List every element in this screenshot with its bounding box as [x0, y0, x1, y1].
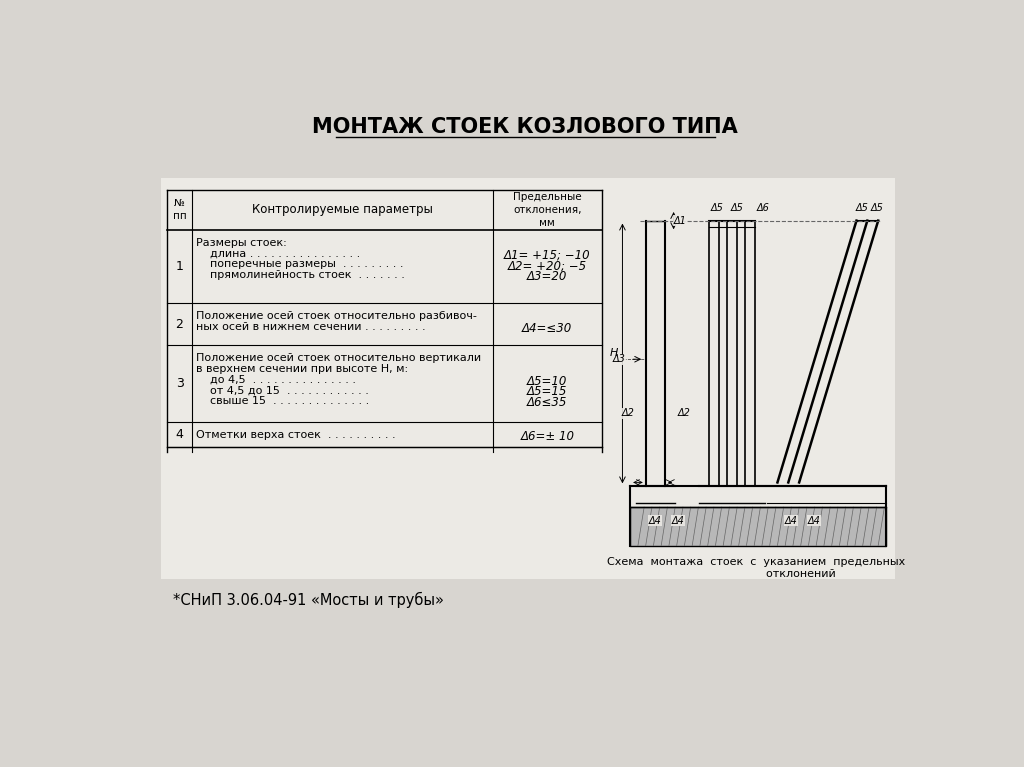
Text: Положение осей стоек относительно вертикали: Положение осей стоек относительно вертик… [197, 353, 481, 363]
Text: Δ4=≤30: Δ4=≤30 [522, 321, 572, 334]
Text: Δ6≤35: Δ6≤35 [527, 397, 567, 409]
Text: длина . . . . . . . . . . . . . . . .: длина . . . . . . . . . . . . . . . . [197, 249, 360, 258]
Text: Δ4: Δ4 [784, 516, 797, 526]
Text: Δ3: Δ3 [613, 354, 626, 364]
Text: Δ5: Δ5 [871, 202, 884, 212]
Text: Δ2: Δ2 [678, 408, 691, 418]
Text: Контролируемые параметры: Контролируемые параметры [252, 203, 433, 216]
Text: Δ6=± 10: Δ6=± 10 [520, 430, 574, 443]
Text: Δ4: Δ4 [672, 516, 685, 526]
Text: Δ5=15: Δ5=15 [527, 385, 567, 398]
Text: поперечные размеры  . . . . . . . . .: поперечные размеры . . . . . . . . . [197, 259, 403, 269]
Text: 4: 4 [175, 428, 183, 441]
Text: Размеры стоек:: Размеры стоек: [197, 238, 287, 248]
Text: Δ2= +20; −5: Δ2= +20; −5 [508, 259, 587, 272]
Text: Δ1: Δ1 [674, 216, 686, 225]
Text: до 4,5  . . . . . . . . . . . . . . .: до 4,5 . . . . . . . . . . . . . . . [197, 374, 356, 384]
Text: Схема  монтажа  стоек  с  указанием  предельных
                          отклон: Схема монтажа стоек с указанием предельн… [606, 557, 905, 579]
Text: 3: 3 [175, 377, 183, 390]
Text: Δ5=10: Δ5=10 [527, 374, 567, 387]
Text: Δ5: Δ5 [731, 202, 743, 212]
Text: Δ1= +15; −10: Δ1= +15; −10 [504, 249, 591, 262]
Text: Отметки верха стоек  . . . . . . . . . .: Отметки верха стоек . . . . . . . . . . [197, 430, 396, 440]
Text: в верхнем сечении при высоте H, м:: в верхнем сечении при высоте H, м: [197, 364, 409, 374]
Text: Δ2: Δ2 [622, 408, 634, 418]
Text: прямолинейность стоек  . . . . . . .: прямолинейность стоек . . . . . . . [197, 270, 406, 280]
Text: Δ6: Δ6 [757, 202, 770, 212]
Text: от 4,5 до 15  . . . . . . . . . . . .: от 4,5 до 15 . . . . . . . . . . . . [197, 385, 369, 396]
Text: Δ4: Δ4 [648, 516, 662, 526]
Text: МОНТАЖ СТОЕК КОЗЛОВОГО ТИПА: МОНТАЖ СТОЕК КОЗЛОВОГО ТИПА [312, 117, 737, 137]
Bar [630, 507, 886, 545]
Text: *СНиП 3.06.04-91 «Мосты и трубы»: *СНиП 3.06.04-91 «Мосты и трубы» [173, 591, 443, 607]
Text: 1: 1 [175, 260, 183, 273]
Text: 2: 2 [175, 318, 183, 331]
Text: ных осей в нижнем сечении . . . . . . . . .: ных осей в нижнем сечении . . . . . . . … [197, 321, 426, 331]
Text: Δ3=20: Δ3=20 [527, 270, 567, 283]
Text: Δ5: Δ5 [711, 202, 723, 212]
Text: Предельные
отклонения,
мм: Предельные отклонения, мм [513, 192, 582, 228]
Bar [161, 178, 895, 578]
Text: H: H [609, 348, 617, 358]
Text: Δ5: Δ5 [855, 202, 868, 212]
Text: №
пп: № пп [173, 198, 186, 222]
Text: свыше 15  . . . . . . . . . . . . . .: свыше 15 . . . . . . . . . . . . . . [197, 397, 370, 407]
Text: Δ4: Δ4 [808, 516, 820, 526]
Text: Положение осей стоек относительно разбивоч-: Положение осей стоек относительно разбив… [197, 311, 477, 321]
